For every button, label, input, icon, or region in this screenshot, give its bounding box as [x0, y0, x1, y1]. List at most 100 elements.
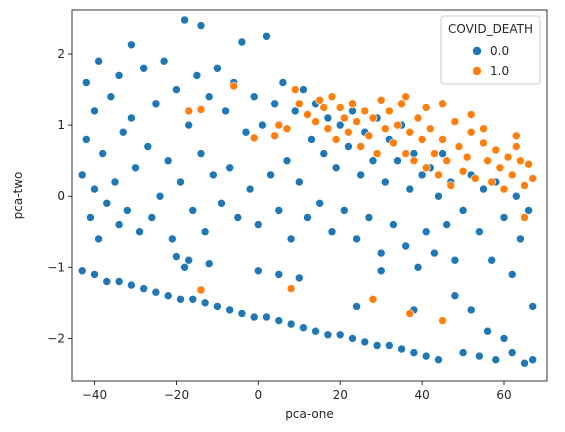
point-survived — [372, 341, 382, 350]
point-survived — [98, 149, 107, 158]
point-survived — [430, 248, 439, 258]
point-survived — [319, 149, 329, 158]
point-death — [229, 81, 238, 91]
point-survived — [487, 255, 497, 265]
point-survived — [204, 259, 214, 269]
point-survived — [315, 199, 325, 208]
point-death — [409, 156, 419, 165]
point-survived — [352, 302, 361, 311]
point-survived — [335, 120, 345, 130]
point-death — [290, 85, 300, 94]
point-death — [405, 309, 415, 318]
point-death — [520, 181, 529, 190]
x-tick-label: −20 — [164, 388, 189, 402]
point-survived — [528, 302, 538, 311]
point-death — [348, 99, 357, 109]
point-death — [184, 106, 193, 116]
point-survived — [180, 15, 189, 25]
point-survived — [352, 234, 361, 244]
point-survived — [176, 177, 185, 187]
point-death — [303, 110, 312, 119]
point-survived — [331, 163, 341, 173]
point-death — [438, 99, 447, 109]
point-death — [339, 113, 349, 123]
point-survived — [176, 294, 185, 304]
point-survived — [114, 220, 124, 229]
point-survived — [274, 316, 284, 325]
y-tick-label: 2 — [57, 47, 65, 61]
point-survived — [290, 106, 300, 116]
point-survived — [286, 234, 296, 244]
point-survived — [163, 291, 173, 301]
point-death — [376, 96, 386, 105]
point-survived — [110, 177, 120, 187]
point-survived — [491, 355, 501, 365]
point-survived — [466, 305, 476, 315]
y-tick-label: 1 — [57, 118, 65, 132]
point-survived — [151, 99, 161, 109]
point-survived — [397, 344, 406, 354]
point-survived — [348, 334, 357, 343]
point-survived — [327, 227, 337, 236]
point-death — [507, 170, 517, 180]
point-survived — [286, 319, 296, 329]
point-death — [286, 284, 296, 293]
point-survived — [253, 220, 263, 229]
legend-label-0: 0.0 — [490, 44, 509, 58]
point-death — [470, 174, 480, 183]
point-survived — [274, 206, 284, 215]
x-axis: −40 −20 0 20 40 60 — [82, 381, 512, 402]
point-survived — [421, 227, 431, 236]
point-survived — [262, 312, 271, 322]
point-survived — [188, 294, 198, 304]
point-survived — [90, 270, 99, 279]
point-survived — [376, 248, 386, 258]
point-survived — [221, 106, 230, 116]
point-survived — [163, 156, 173, 165]
point-survived — [159, 56, 169, 66]
legend-label-1: 1.0 — [490, 64, 509, 78]
point-survived — [127, 113, 136, 123]
point-survived — [479, 184, 488, 194]
point-death — [282, 124, 292, 133]
point-survived — [123, 206, 132, 215]
point-survived — [90, 184, 99, 194]
point-death — [393, 120, 402, 130]
point-survived — [282, 156, 292, 165]
point-survived — [94, 56, 103, 66]
point-survived — [409, 348, 419, 357]
point-survived — [151, 287, 161, 297]
point-survived — [266, 170, 275, 180]
point-survived — [274, 270, 284, 279]
x-tick-label: 60 — [496, 388, 511, 402]
point-death — [405, 127, 415, 137]
point-death — [327, 92, 337, 101]
point-survived — [524, 206, 533, 215]
point-death — [323, 124, 333, 133]
point-death — [311, 117, 320, 126]
legend: COVID_DEATH 0.0 1.0 — [440, 15, 541, 85]
point-survived — [139, 64, 148, 73]
point-survived — [299, 323, 308, 333]
point-death — [249, 133, 259, 143]
point-survived — [434, 355, 443, 365]
point-death — [454, 142, 464, 151]
x-tick-label: −40 — [82, 388, 107, 402]
point-survived — [102, 277, 112, 286]
point-death — [442, 156, 452, 165]
point-survived — [344, 142, 353, 151]
point-survived — [339, 206, 349, 215]
point-death — [511, 142, 521, 151]
point-survived — [450, 291, 460, 301]
point-death — [196, 105, 206, 114]
point-survived — [131, 163, 140, 173]
point-survived — [249, 92, 259, 101]
point-survived — [90, 106, 99, 116]
point-survived — [82, 135, 91, 144]
point-survived — [368, 156, 378, 165]
point-death — [417, 135, 427, 144]
point-death — [352, 117, 361, 126]
point-survived — [225, 163, 234, 173]
point-survived — [209, 170, 218, 180]
point-survived — [389, 220, 398, 229]
